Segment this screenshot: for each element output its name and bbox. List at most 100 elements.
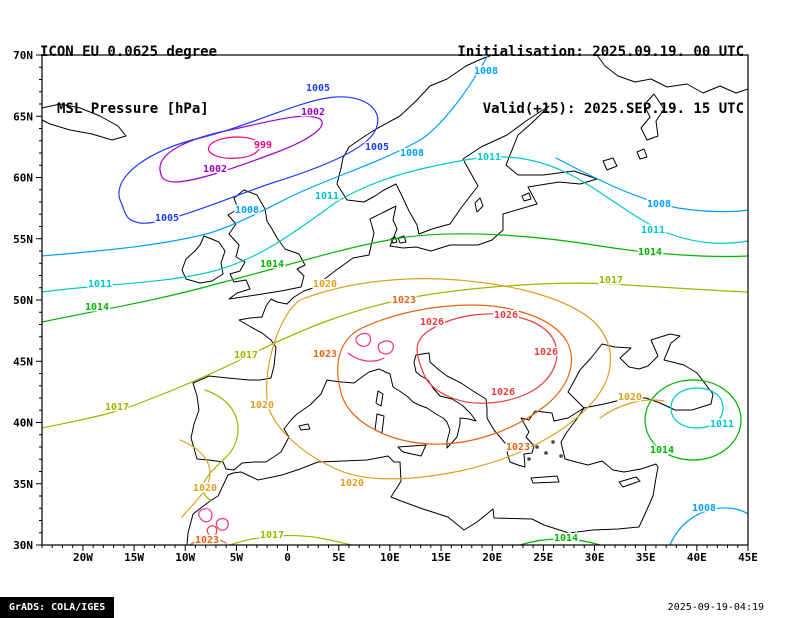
- lon-axis-label: 20E: [482, 551, 502, 564]
- isobar-alps-artifact-3: [347, 352, 385, 362]
- isobar-1011-low: [670, 387, 724, 429]
- valid-time: Valid(+15): 2025.SEP.19. 15 UTC: [482, 101, 744, 117]
- great-britain-coast: [227, 189, 306, 300]
- contour-label: 1011: [710, 419, 734, 430]
- contour-label: 1014: [638, 247, 662, 258]
- isobar-atlas-artifact-1: [198, 508, 213, 523]
- lon-axis-label: 5W: [230, 551, 244, 564]
- isobar-alps-artifact-1: [355, 332, 372, 347]
- isobars: [41, 54, 749, 546]
- isobar-1017-south: [229, 535, 353, 546]
- lon-axis-label: 0: [284, 551, 291, 564]
- isobar-1011-main: [41, 156, 749, 293]
- isobar-1014-south: [519, 538, 601, 546]
- lon-axis-label: 35E: [636, 551, 656, 564]
- isobar-atlas-artifact-2: [215, 517, 229, 531]
- contour-label: 1008: [692, 503, 716, 514]
- contour-label: 1026: [494, 310, 518, 321]
- contour-label: 1026: [420, 317, 444, 328]
- contour-label: 1020: [313, 279, 337, 290]
- field-title: MSL Pressure [hPa]: [57, 101, 209, 117]
- contour-label: 1008: [400, 148, 424, 159]
- isobar-1026-main: [416, 313, 558, 404]
- isobar-1017-main: [41, 282, 749, 429]
- lat-axis-label: 50N: [13, 294, 33, 307]
- contour-label: 1014: [554, 533, 578, 544]
- isobar-1023-morocco: [189, 537, 227, 546]
- contour-label: 1026: [491, 387, 515, 398]
- contour-label: 1020: [193, 483, 217, 494]
- isobar-1008-east: [555, 157, 749, 213]
- contour-label: 1017: [260, 530, 284, 541]
- contour-label: 1005: [365, 142, 389, 153]
- contour-label: 1020: [250, 400, 274, 411]
- continental-coast: [186, 54, 714, 546]
- lon-axis-label: 10W: [175, 551, 195, 564]
- contour-label: 1023: [506, 442, 530, 453]
- isobar-1008-main: [41, 54, 489, 257]
- contour-label: 1008: [474, 66, 498, 77]
- contour-label: 1023: [392, 295, 416, 306]
- contour-label: 999: [254, 140, 272, 151]
- contour-label: 1014: [85, 302, 109, 313]
- lat-axis-label: 70N: [13, 49, 33, 62]
- isobar-1017-iberia: [202, 389, 239, 502]
- contour-label: 1017: [599, 275, 623, 286]
- contour-label: 1014: [260, 259, 284, 270]
- contour-label: 1026: [534, 347, 558, 358]
- lon-axis-label: 5E: [332, 551, 345, 564]
- contour-label: 1023: [313, 349, 337, 360]
- lon-axis-label: 15W: [124, 551, 144, 564]
- isobar-1023-main: [337, 304, 573, 445]
- isobar-999: [207, 136, 261, 159]
- axes: 70N 65N 60N 55N 50N 45N 40N 35N 30N 20W 15W 10W 5W 0 5…: [13, 49, 758, 564]
- lakes-and-islands: [298, 148, 648, 488]
- contour-label: 1005: [155, 213, 179, 224]
- contour-label: 1017: [234, 350, 258, 361]
- title-block: ICON EU 0.0625 degree MSL Pressure [hPa]: [40, 5, 217, 138]
- contour-label: 1020: [618, 392, 642, 403]
- contour-label: 1011: [88, 279, 112, 290]
- creation-timestamp: 2025-09-19-04:19: [667, 602, 764, 613]
- isobar-1005: [118, 96, 379, 224]
- isobar-1020-main: [266, 278, 612, 480]
- lat-axis-label: 45N: [13, 355, 33, 368]
- lat-axis-label: 35N: [13, 478, 33, 491]
- isobar-1008-southeast: [669, 507, 749, 546]
- contour-label: 1008: [235, 205, 259, 216]
- grads-credit: GrADS: COLA/IGES: [0, 597, 115, 618]
- lon-axis-label: 25E: [533, 551, 553, 564]
- model-title: ICON EU 0.0625 degree: [40, 44, 218, 60]
- lon-axis-label: 40E: [687, 551, 707, 564]
- contour-label: 1011: [641, 225, 665, 236]
- contour-label: 1020: [340, 478, 364, 489]
- contour-label: 1005: [306, 83, 330, 94]
- contour-label: 1014: [650, 445, 674, 456]
- contour-label: 1008: [647, 199, 671, 210]
- lon-axis-label: 45E: [738, 551, 758, 564]
- lat-axis-label: 55N: [13, 233, 33, 246]
- isobar-1014-main: [41, 233, 749, 323]
- contour-label: 1017: [105, 402, 129, 413]
- isobar-1020-morocco: [179, 439, 211, 518]
- lon-axis-label: 30E: [585, 551, 605, 564]
- contour-label: 1023: [195, 535, 219, 546]
- contour-labels: 999 1002 1002 1005 1005 1005 1008 1008 1008 1008 1…: [83, 65, 735, 548]
- lat-axis-label: 40N: [13, 417, 33, 430]
- isobar-alps-artifact-2: [377, 340, 394, 355]
- contour-label: 1002: [203, 164, 227, 175]
- contour-label: 1011: [315, 191, 339, 202]
- lon-axis-label: 10E: [380, 551, 400, 564]
- iceland-coast: [41, 103, 127, 141]
- isobar-1014-low: [644, 379, 742, 461]
- lat-axis-label: 60N: [13, 172, 33, 185]
- lon-axis-label: 15E: [431, 551, 451, 564]
- barents-coast: [596, 54, 749, 141]
- lon-axis-label: 20W: [73, 551, 93, 564]
- lat-axis-label: 30N: [13, 539, 33, 552]
- isobar-1020-anatolia: [599, 399, 665, 419]
- lat-axis-label: 65N: [13, 110, 33, 123]
- ireland-coast: [181, 235, 226, 284]
- contour-label: 1002: [301, 107, 325, 118]
